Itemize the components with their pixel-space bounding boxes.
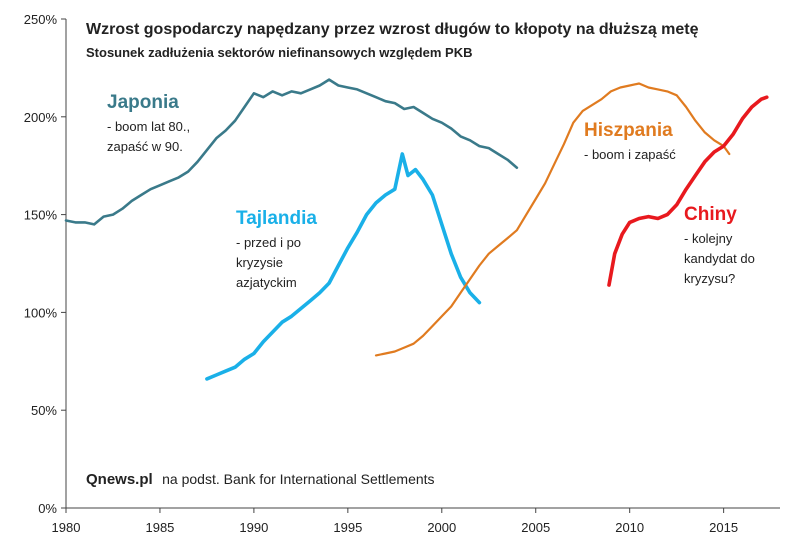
x-tick-label: 2010 <box>615 520 644 535</box>
series-line-chiny <box>607 95 769 287</box>
y-tick-label: 200% <box>24 110 58 125</box>
y-tick-label: 150% <box>24 208 58 223</box>
series-label-tajlandia: Tajlandia <box>236 208 317 229</box>
series-note-japonia: - boom lat 80., <box>107 119 190 134</box>
x-tick-label: 2005 <box>521 520 550 535</box>
series-label-hiszpania: Hiszpania <box>584 120 673 141</box>
x-tick-label: 2015 <box>709 520 738 535</box>
series-label-chiny: Chiny <box>684 204 737 225</box>
y-tick-label: 250% <box>24 12 58 27</box>
series-note-chiny: kandydat do <box>684 251 755 266</box>
series-line-hiszpania <box>374 82 731 357</box>
series-label-japonia: Japonia <box>107 92 179 113</box>
axes: 0% 50% 100% 150% 200% 250% 1980 1985 1990 1995 200… <box>24 12 780 535</box>
source-note: Qnews.pl na podst. Bank for Internationa… <box>86 471 435 488</box>
x-tick-label: 1995 <box>333 520 362 535</box>
series-line-japonia <box>64 78 519 226</box>
y-tick-label: 0% <box>38 501 57 516</box>
y-tick-label: 50% <box>31 403 57 418</box>
chart-subtitle: Stosunek zadłużenia sektorów niefinansow… <box>86 45 472 60</box>
source-brand: Qnews.pl <box>86 471 153 488</box>
series-note-japonia: zapaść w 90. <box>107 139 183 154</box>
x-tick-label: 1985 <box>145 520 174 535</box>
series-note-chiny: kryzysu? <box>684 271 735 286</box>
series-line-tajlandia <box>205 152 482 381</box>
y-tick-label: 100% <box>24 305 58 320</box>
series-note-hiszpania: - boom i zapaść <box>584 147 676 162</box>
series-note-tajlandia: azjatyckim <box>236 275 297 290</box>
labels-layer: Japonia - boom lat 80., zapaść w 90. Tajlan… <box>107 92 755 290</box>
series-note-tajlandia: - przed i po <box>236 235 301 250</box>
series-note-chiny: - kolejny <box>684 231 733 246</box>
chart-title: Wzrost gospodarczy napędzany przez wzros… <box>86 21 699 38</box>
x-tick-label: 1990 <box>239 520 268 535</box>
x-tick-label: 2000 <box>427 520 456 535</box>
x-tick-label: 1980 <box>52 520 81 535</box>
source-text: na podst. Bank for International Settlem… <box>162 471 434 487</box>
series-layer <box>64 78 769 381</box>
series-note-tajlandia: kryzysie <box>236 255 283 270</box>
